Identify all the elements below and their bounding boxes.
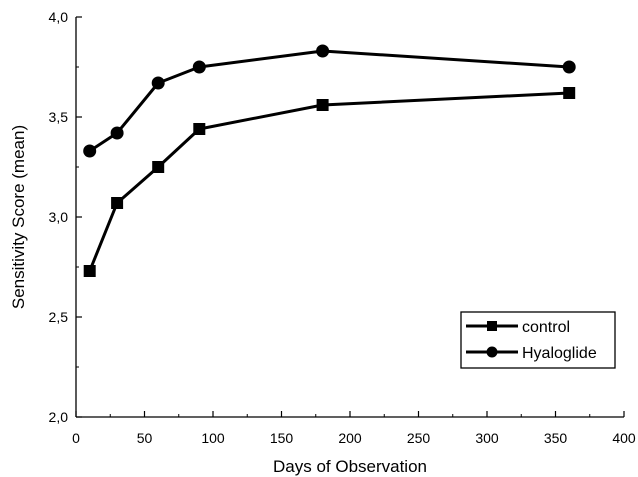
data-point-hyaloglide <box>83 144 97 158</box>
data-point-hyaloglide <box>192 60 206 74</box>
y-tick-label: 3,0 <box>49 209 69 225</box>
y-tick-label: 2,0 <box>49 409 69 425</box>
legend: control Hyaloglide <box>460 311 616 369</box>
legend-hyaloglide-label: Hyaloglide <box>522 345 597 362</box>
x-tick-label: 400 <box>612 430 636 446</box>
x-ticks: 0 50 100 150 200 250 300 350 400 <box>72 411 636 446</box>
data-point-hyaloglide <box>151 76 165 90</box>
legend-hyaloglide-marker <box>486 346 498 358</box>
x-tick-label: 150 <box>270 430 294 446</box>
data-point-hyaloglide <box>562 60 576 74</box>
y-tick-label: 3,5 <box>49 109 69 125</box>
data-point-control <box>563 87 576 99</box>
data-point-hyaloglide <box>110 126 124 140</box>
x-tick-label: 50 <box>137 430 153 446</box>
data-point-hyaloglide <box>316 44 330 58</box>
x-tick-label: 300 <box>475 430 499 446</box>
data-point-control <box>316 99 329 111</box>
x-axis-title: Days of Observation <box>273 457 427 476</box>
series-hyaloglide <box>83 44 576 158</box>
y-ticks: 2,0 2,5 3,0 3,5 4,0 <box>49 9 82 425</box>
x-tick-label: 0 <box>72 430 80 446</box>
data-point-control <box>83 265 96 277</box>
y-tick-label: 4,0 <box>49 9 69 25</box>
legend-box <box>460 311 616 369</box>
legend-control-label: control <box>522 319 570 336</box>
x-tick-label: 100 <box>201 430 225 446</box>
y-tick-label: 2,5 <box>49 309 69 325</box>
series-line-hyaloglide <box>88 49 570 153</box>
axes: 0 50 100 150 200 250 300 350 400 2,0 2,5 3,0 3,5 4,0 <box>49 9 636 446</box>
data-point-control <box>193 123 206 135</box>
series-layer <box>83 44 576 277</box>
series-control <box>83 87 576 277</box>
x-tick-label: 250 <box>407 430 431 446</box>
x-tick-label: 350 <box>544 430 568 446</box>
series-line-control <box>88 91 570 272</box>
legend-control-marker <box>487 321 497 331</box>
x-tick-label: 200 <box>338 430 362 446</box>
y-axis-title: Sensitivity Score (mean) <box>9 125 28 309</box>
data-point-control <box>111 197 124 209</box>
data-point-control <box>152 161 165 173</box>
